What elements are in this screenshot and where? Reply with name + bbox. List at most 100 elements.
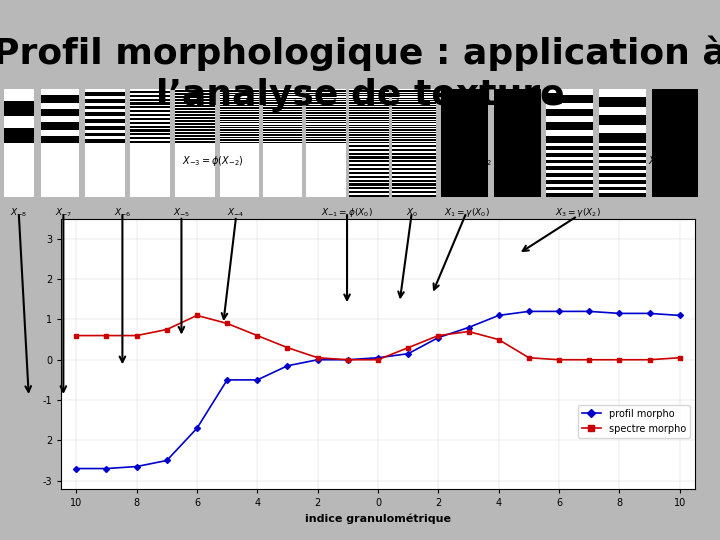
- profil morpho: [193, 425, 202, 431]
- Text: $X_1=\gamma(X_0)$: $X_1=\gamma(X_0)$: [444, 206, 490, 219]
- Bar: [392, 152, 436, 154]
- Bar: [392, 134, 436, 136]
- Bar: [263, 105, 302, 106]
- Bar: [441, 89, 488, 197]
- Bar: [263, 141, 302, 143]
- Bar: [220, 107, 259, 109]
- Bar: [349, 110, 389, 111]
- Bar: [392, 164, 436, 166]
- Bar: [263, 120, 302, 121]
- spectre morpho: [525, 354, 534, 361]
- Bar: [85, 89, 125, 197]
- Bar: [306, 112, 346, 113]
- Bar: [306, 122, 346, 124]
- Bar: [175, 114, 215, 116]
- Bar: [263, 93, 302, 94]
- Bar: [220, 132, 259, 133]
- Bar: [306, 100, 346, 102]
- Bar: [392, 141, 436, 143]
- Bar: [85, 106, 125, 109]
- Bar: [546, 146, 593, 150]
- Bar: [306, 139, 346, 140]
- Bar: [494, 89, 541, 197]
- Bar: [392, 160, 436, 163]
- profil morpho: [343, 356, 352, 363]
- Bar: [599, 146, 646, 150]
- Bar: [263, 137, 302, 138]
- Bar: [392, 120, 436, 121]
- Bar: [263, 90, 302, 92]
- Bar: [392, 93, 436, 94]
- Bar: [175, 90, 215, 92]
- Bar: [349, 152, 389, 154]
- Bar: [599, 133, 646, 143]
- spectre morpho: [193, 312, 202, 319]
- Bar: [349, 141, 389, 143]
- Bar: [546, 153, 593, 157]
- Bar: [546, 180, 593, 184]
- Bar: [599, 166, 646, 170]
- Bar: [392, 195, 436, 197]
- Bar: [306, 127, 346, 129]
- Text: $X_{-3}=\phi(X_{-2})$: $X_{-3}=\phi(X_{-2})$: [181, 154, 243, 168]
- Text: $X_{-7}$: $X_{-7}$: [55, 206, 72, 219]
- spectre morpho: [132, 332, 141, 339]
- spectre morpho: [645, 356, 654, 363]
- Text: l’analyse de texture: l’analyse de texture: [156, 78, 564, 112]
- Bar: [220, 105, 259, 106]
- Bar: [220, 127, 259, 129]
- Text: $X_{-1}=\phi(X_0)$: $X_{-1}=\phi(X_0)$: [321, 206, 373, 219]
- Bar: [175, 130, 215, 131]
- Bar: [349, 117, 389, 119]
- Bar: [306, 105, 346, 106]
- Bar: [220, 120, 259, 121]
- spectre morpho: [343, 356, 352, 363]
- Bar: [306, 117, 346, 119]
- Bar: [220, 98, 259, 99]
- Bar: [392, 130, 436, 131]
- Bar: [349, 120, 389, 121]
- Bar: [392, 179, 436, 181]
- Bar: [220, 95, 259, 97]
- Bar: [392, 157, 436, 159]
- Bar: [85, 112, 125, 116]
- Bar: [306, 98, 346, 99]
- Bar: [85, 99, 125, 103]
- Bar: [263, 103, 302, 104]
- Bar: [85, 139, 125, 143]
- Bar: [306, 110, 346, 111]
- Bar: [306, 90, 346, 92]
- Bar: [349, 105, 389, 106]
- spectre morpho: [495, 336, 503, 343]
- Bar: [175, 97, 215, 98]
- Bar: [349, 130, 389, 131]
- profil morpho: [645, 310, 654, 316]
- Bar: [349, 90, 389, 92]
- Bar: [175, 132, 215, 134]
- Bar: [220, 130, 259, 131]
- Bar: [349, 95, 389, 97]
- spectre morpho: [72, 332, 81, 339]
- Bar: [263, 134, 302, 136]
- Bar: [392, 191, 436, 193]
- Bar: [494, 89, 541, 197]
- Bar: [349, 132, 389, 133]
- Bar: [220, 110, 259, 111]
- Bar: [392, 110, 436, 111]
- Bar: [599, 160, 646, 163]
- Bar: [392, 176, 436, 178]
- Bar: [130, 137, 170, 139]
- spectre morpho: [222, 320, 231, 327]
- Bar: [306, 115, 346, 116]
- Bar: [220, 122, 259, 124]
- profil morpho: [434, 334, 443, 341]
- Bar: [220, 115, 259, 116]
- Bar: [392, 122, 436, 124]
- Bar: [4, 102, 34, 116]
- Bar: [546, 187, 593, 191]
- Bar: [175, 138, 215, 140]
- Bar: [392, 127, 436, 129]
- Bar: [546, 109, 593, 116]
- Bar: [130, 106, 170, 109]
- Bar: [41, 95, 79, 103]
